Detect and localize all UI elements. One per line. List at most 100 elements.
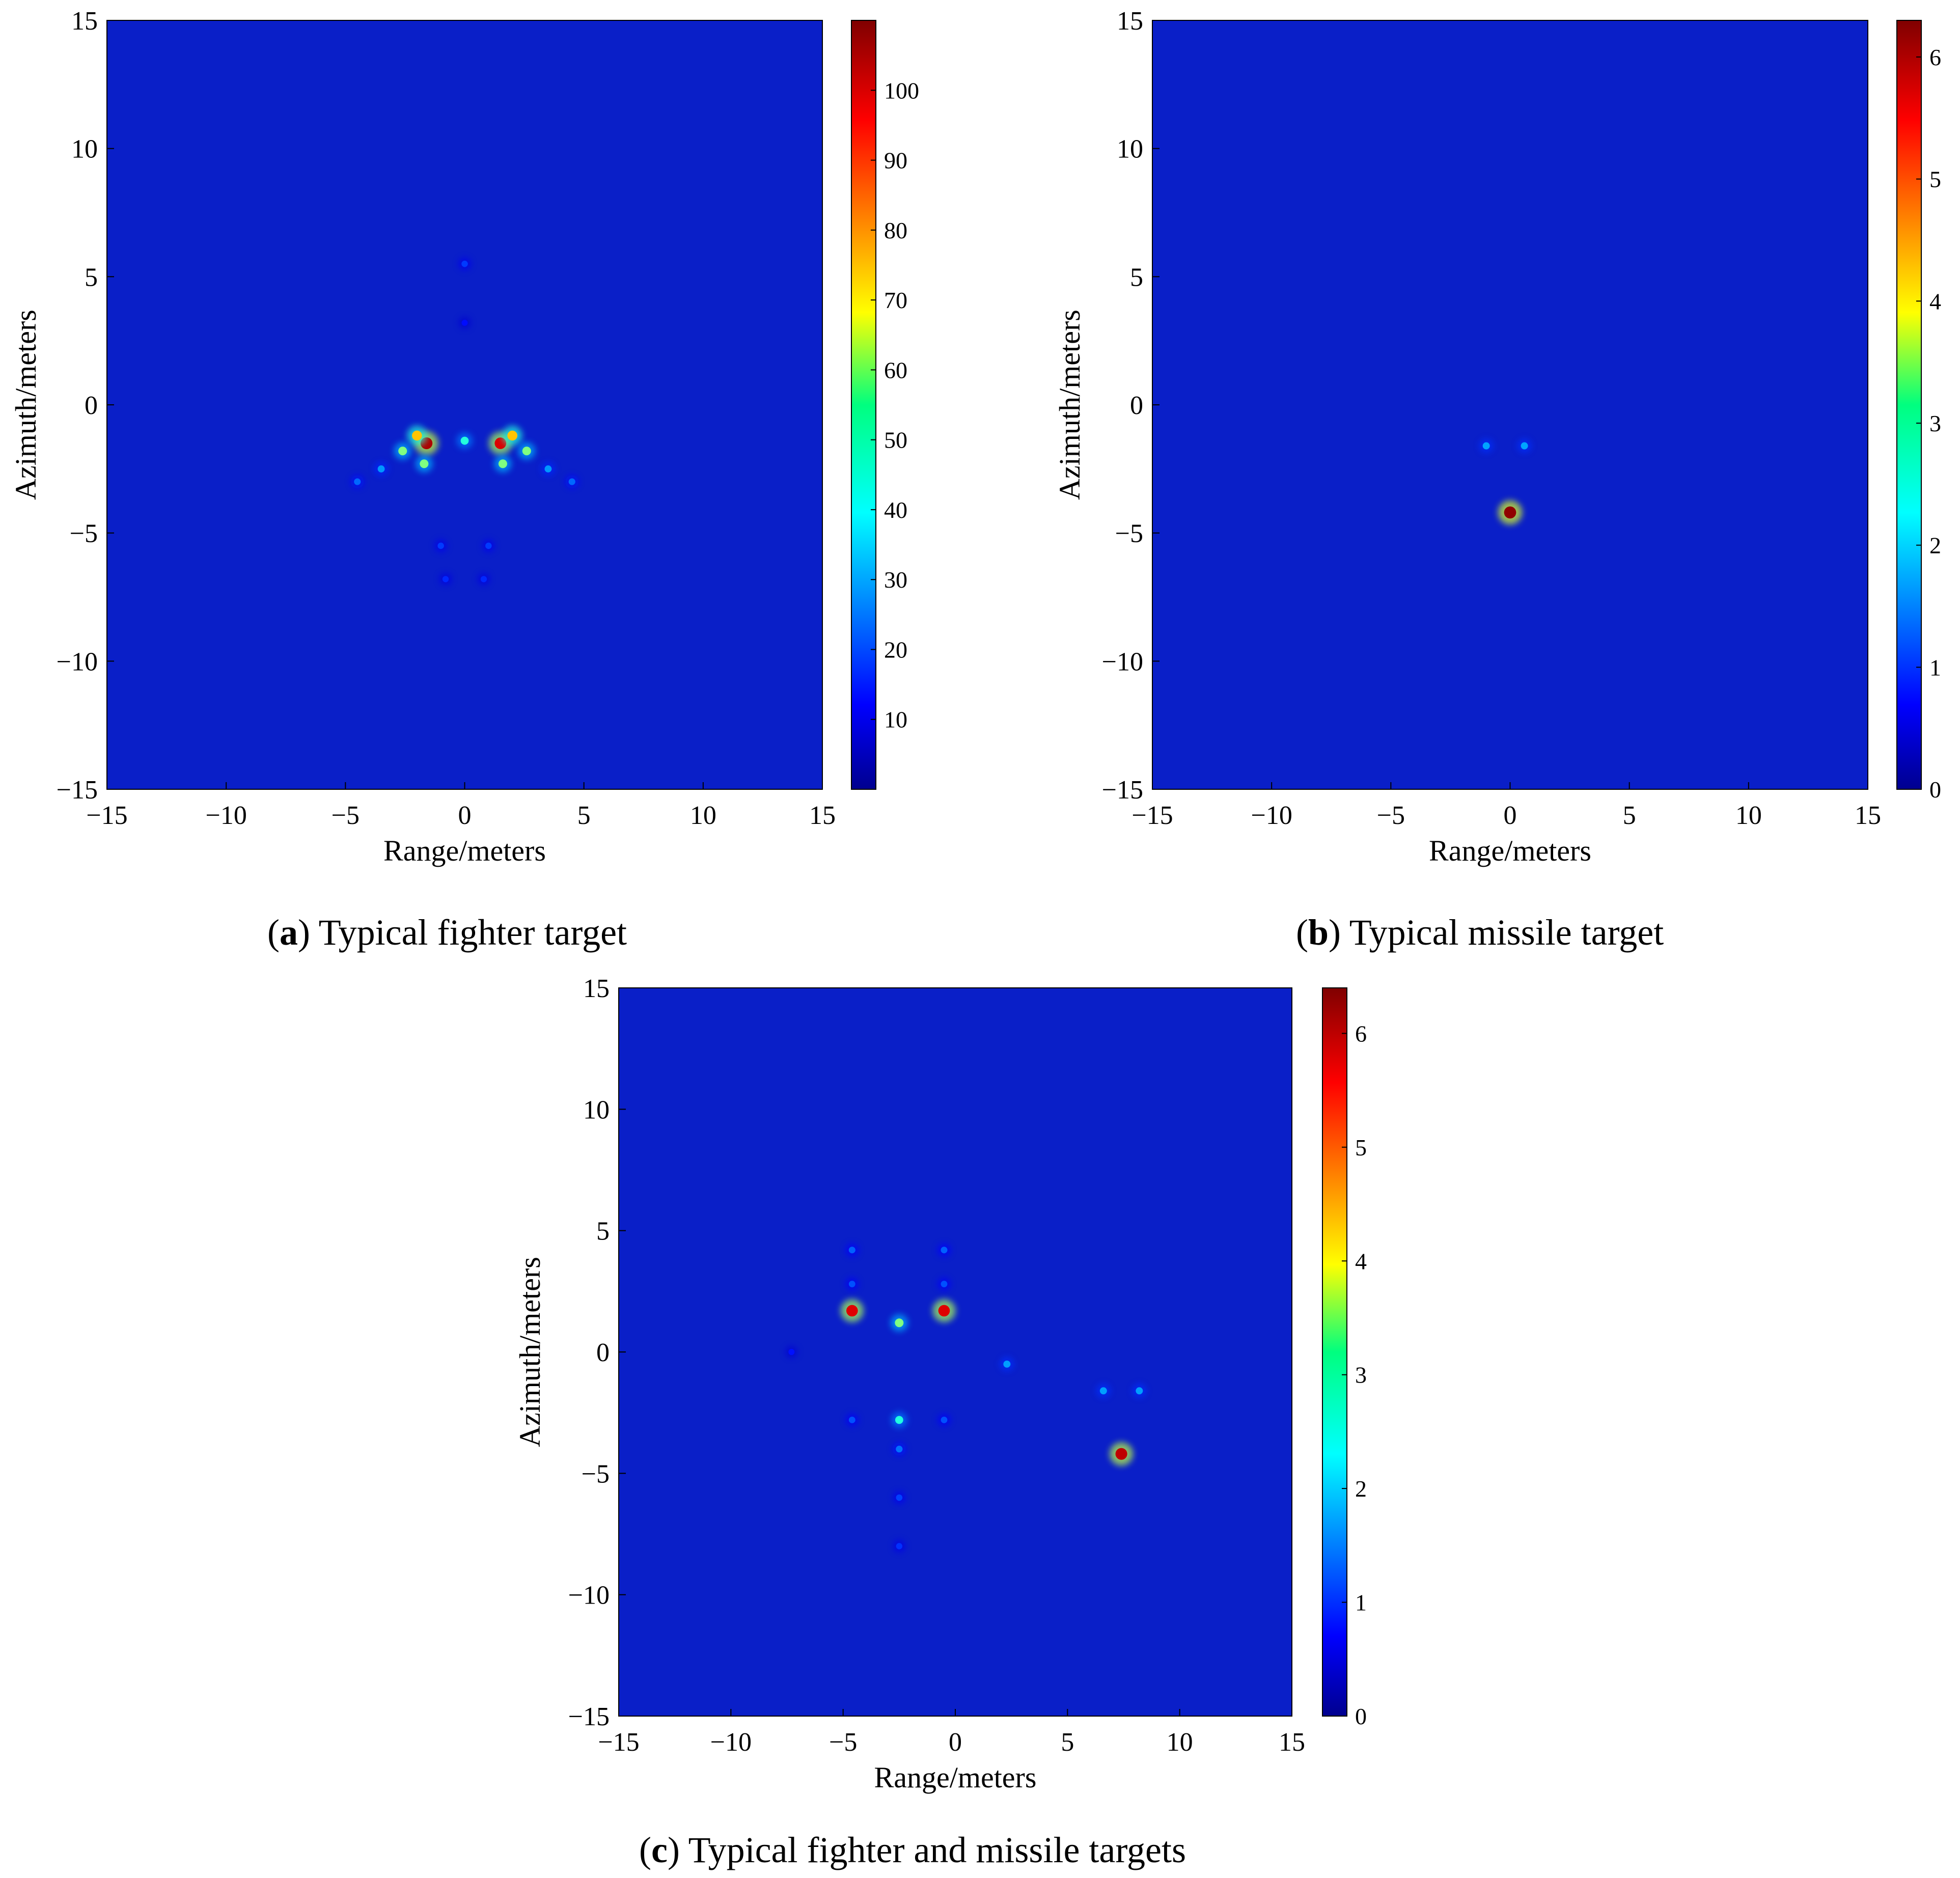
panel-b-colorbar-tick-label: 0 (1929, 777, 1941, 803)
panel-a-y-tick-label: 0 (85, 391, 98, 420)
panel-a-scatterer (461, 319, 468, 326)
panel-c-scatterer (896, 1543, 903, 1550)
caption-c: (c) Typical fighter and missile targets (639, 1830, 1186, 1870)
panel-a-scatterer (437, 542, 444, 549)
panel-b-x-axis-label: Range/meters (1429, 834, 1591, 867)
panel-c-x-tick-label: 15 (1279, 1728, 1305, 1757)
panel-a-scatterer (460, 436, 469, 445)
panel-c-y-tick-label: 15 (583, 974, 610, 1003)
panel-c-y-tick-label: 10 (583, 1095, 610, 1124)
panel-b-y-tick-label: −15 (1102, 776, 1143, 805)
panel-c-scatterer (941, 1417, 948, 1423)
panel-b-scatterers (1479, 438, 1532, 525)
panel-a-x-tick-label: −5 (332, 801, 360, 830)
caption-c-text: Typical fighter and missile targets (688, 1830, 1186, 1870)
panel-c-y-tick-label: −15 (568, 1702, 610, 1731)
panel-c-colorbar-tick-label: 4 (1355, 1248, 1367, 1274)
panel-c-scatterer (788, 1349, 795, 1355)
panel-c-scatterer (896, 1446, 903, 1453)
panel-c-colorbar-tick-label: 3 (1355, 1362, 1367, 1388)
panel-b-colorbar (1896, 20, 1922, 790)
panel-b-y-tick-label: 0 (1130, 391, 1143, 420)
panel-c-x-tick-label: 0 (949, 1728, 962, 1757)
panel-b-x-tick-label: 10 (1735, 801, 1762, 830)
panel-c-scatterer (1136, 1387, 1143, 1395)
panel-c-colorbar-tick-label: 6 (1355, 1020, 1367, 1046)
panel-c-x-axis-label: Range/meters (874, 1761, 1037, 1794)
panel-c-scatterer (896, 1494, 903, 1501)
panel-a-scatterer (498, 459, 507, 468)
panel-a-colorbar-tick-label: 10 (884, 707, 907, 733)
panel-c-image-background (619, 988, 1292, 1716)
panel-b-y-tick-label: 10 (1117, 135, 1143, 164)
panel-b-colorbar-tick-label: 5 (1929, 167, 1941, 192)
panel-a-colorbar-tick-label: 80 (884, 217, 907, 243)
panel-c-y-tick-label: −10 (568, 1581, 610, 1610)
panel-b-colorbar-tick-label: 6 (1929, 44, 1941, 70)
panel-a-scatterers (350, 257, 579, 586)
panel-a-colorbar-tick-label: 100 (884, 77, 919, 103)
panel-a-scatterer (354, 478, 361, 485)
panel-a-y-tick-label: −15 (57, 776, 98, 805)
panel-a-scatterer (461, 260, 468, 267)
panel-c-colorbar-tick-label: 2 (1355, 1476, 1367, 1502)
panel-c-scatterer (848, 1247, 855, 1254)
panel-a-x-tick-label: 5 (577, 801, 591, 830)
panel-c-y-tick-label: −5 (582, 1459, 610, 1488)
panel-a-scatterer (494, 437, 507, 449)
panel-a-y-tick-label: −5 (70, 519, 98, 548)
panel-c-y-axis-label: Azimuth/meters (513, 1257, 546, 1447)
caption-a-letter: a (279, 912, 298, 953)
panel-b-y-tick-label: 15 (1117, 7, 1143, 36)
panel-c-y-tick-label: 5 (596, 1217, 610, 1246)
panel-a-colorbar-tick-label: 50 (884, 427, 907, 453)
panel-c-scatterer (848, 1281, 855, 1287)
panel-a-scatterer (442, 576, 449, 583)
panel-b-x-tick-label: −15 (1131, 801, 1173, 830)
caption-b-letter: b (1308, 912, 1329, 953)
panel-b-y-tick-label: −5 (1115, 519, 1143, 548)
panel-c-scatterer (941, 1247, 948, 1254)
caption-b: (b) Typical missile target (1296, 912, 1664, 953)
panel-a-scatterer (507, 430, 517, 441)
panel-c-colorbar-tick-label: 5 (1355, 1135, 1367, 1161)
panel-c-x-tick-label: 5 (1061, 1728, 1074, 1757)
panel-b-chart: −15 −10 −5 0 5 10 15−15−10−5051015Range/meters… (1053, 7, 1941, 867)
panel-a-scatterer (377, 465, 385, 473)
panel-a-colorbar-tick-label: 70 (884, 287, 907, 313)
panel-c-chart: −15 −10 −5 0 5 10 15−15−10−5051015Range/meters… (513, 974, 1367, 1794)
panel-b-colorbar-tick-label: 1 (1929, 654, 1941, 680)
panel-a-x-tick-label: −10 (206, 801, 247, 830)
panel-a-scatterer (522, 447, 531, 456)
panel-a-colorbar-tick-label: 90 (884, 148, 907, 174)
panel-a-colorbar (851, 20, 876, 790)
panel-a-scatterer (568, 478, 575, 485)
panel-b-scatterer (1521, 442, 1528, 450)
panel-b-y-tick-label: −10 (1102, 647, 1143, 676)
panel-c-x-tick-label: −5 (829, 1728, 857, 1757)
panel-c-scatterer (848, 1417, 855, 1423)
panel-a-scatterer (398, 447, 407, 456)
panel-b-image-background (1152, 20, 1868, 789)
panel-b-y-tick-label: 5 (1130, 263, 1143, 292)
panel-c-x-tick-label: −10 (710, 1728, 752, 1757)
panel-c-scatterer (895, 1318, 904, 1328)
panel-a-x-tick-label: −15 (86, 801, 127, 830)
panel-a-colorbar-tick-label: 40 (884, 497, 907, 523)
panel-a-y-tick-label: −10 (57, 647, 98, 676)
panel-b-x-tick-label: 0 (1504, 801, 1517, 830)
caption-c-letter: c (651, 1830, 668, 1870)
panel-a-colorbar-tick-label: 20 (884, 637, 907, 662)
panel-b-scatterer (1504, 506, 1516, 519)
panel-a-y-axis-label: Azimuth/meters (9, 310, 42, 500)
caption-b-text: Typical missile target (1349, 912, 1664, 953)
panel-a-scatterer (412, 430, 422, 441)
panel-b-x-tick-label: −5 (1377, 801, 1405, 830)
panel-a-image-background (107, 20, 822, 789)
caption-a: (a) Typical fighter target (267, 912, 627, 953)
caption-a-text: Typical fighter target (318, 912, 627, 953)
panel-c-y-tick-label: 0 (596, 1338, 610, 1367)
panel-b-x-tick-label: 15 (1855, 801, 1881, 830)
panel-c-scatterer (895, 1416, 903, 1424)
